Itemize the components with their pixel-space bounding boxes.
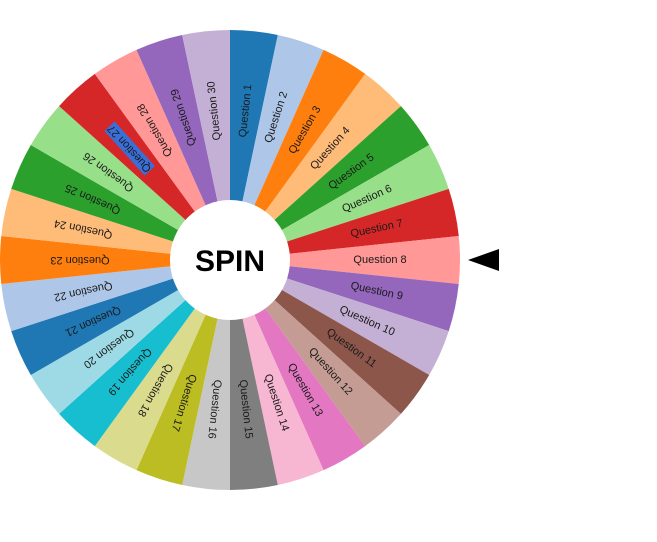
wheel-segment-25	[11, 145, 231, 260]
wheel-segment-14	[230, 260, 324, 485]
spin-hub-circle[interactable]	[170, 200, 290, 320]
triangle-left-icon	[468, 249, 499, 271]
wheel-segment-18	[94, 260, 230, 471]
wheel-segment-17	[136, 260, 230, 485]
wheel-segment-11	[230, 260, 430, 414]
spin-button[interactable]: SPIN	[170, 200, 290, 320]
wheel-segment-12	[230, 260, 401, 447]
wheel-segment-6	[230, 145, 449, 260]
wheel-segment-26	[30, 106, 231, 260]
wheel-segment-21	[11, 260, 231, 375]
selection-highlight	[104, 121, 155, 176]
wheel-segment-2	[230, 35, 324, 260]
wheel-segment-label-group-1: Question 1	[237, 84, 254, 138]
wheel-segment-10	[230, 260, 449, 375]
wheel-segment-20	[30, 260, 231, 414]
wheel-segment-label-group-8: Question 8	[353, 254, 406, 266]
wheel-segment-5	[230, 106, 430, 260]
wheel-segment-8	[230, 235, 460, 285]
wheel-segment-3	[230, 49, 366, 260]
wheel-segment-label: Question 8	[353, 254, 406, 266]
wheel-segment-19	[59, 260, 230, 447]
wheel-segment-13	[230, 260, 366, 471]
wheel-segment-label-group-23: Question 23	[50, 254, 109, 266]
wheel-segment-label: Question 1	[237, 84, 254, 138]
wheel-segment-28	[94, 49, 230, 260]
spin-label[interactable]: SPIN	[195, 245, 265, 278]
wheel-segment-29	[136, 35, 230, 260]
wheel-segment-23	[0, 235, 230, 285]
wheel-segment-label: Question 23	[50, 254, 109, 266]
wheel-segment-4	[230, 73, 401, 261]
